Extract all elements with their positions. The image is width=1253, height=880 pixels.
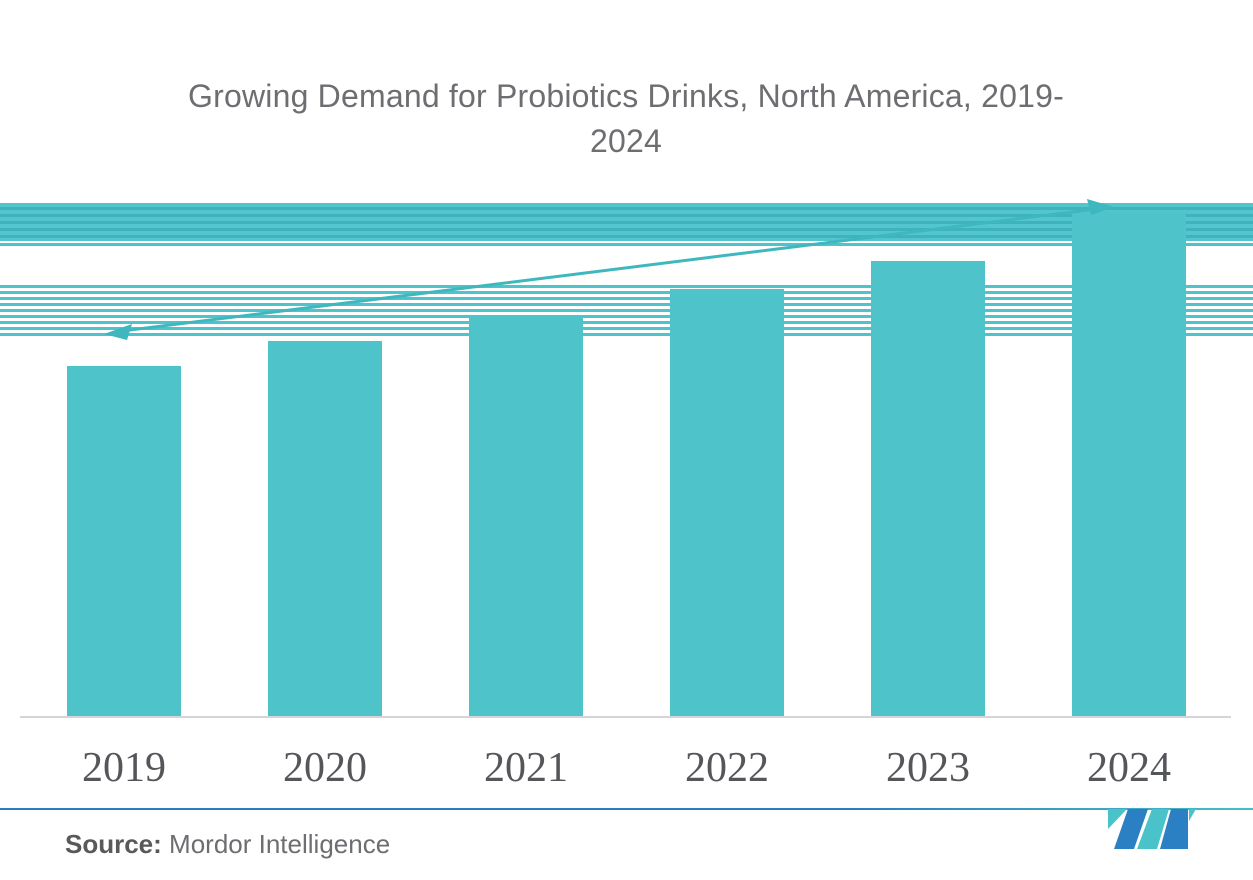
mordor-intelligence-logo [1108, 809, 1196, 849]
year-label-2022: 2022 [685, 745, 769, 791]
teal-thin-stripe [0, 243, 1253, 246]
bar-2023 [871, 261, 985, 717]
logo-blue-diagonal [1114, 809, 1148, 849]
bar-2022 [670, 289, 784, 717]
source-text: Source: Mordor Intelligence [65, 829, 390, 860]
bar-2024 [1072, 212, 1186, 717]
chart-title: Growing Demand for Probiotics Drinks, No… [126, 74, 1126, 164]
footer-divider-line [0, 808, 1253, 810]
chart-title-line-1: Growing Demand for Probiotics Drinks, No… [188, 78, 1064, 114]
year-label-2019: 2019 [82, 745, 166, 791]
year-label-2024: 2024 [1087, 745, 1171, 791]
x-axis-line [20, 716, 1231, 718]
logo-blue-bar [1160, 809, 1188, 849]
source-value: Mordor Intelligence [169, 829, 391, 859]
bar-2021 [469, 317, 583, 717]
year-label-2020: 2020 [283, 745, 367, 791]
teal-band-stripe [0, 203, 1253, 241]
chart-title-line-2: 2024 [590, 123, 662, 159]
teal-stripe-group [0, 285, 1253, 336]
source-label: Source: [65, 829, 162, 859]
logo-teal-triangle-left [1108, 809, 1127, 829]
bar-2020 [268, 341, 382, 717]
logo-teal-diagonal [1137, 809, 1169, 849]
bar-2019 [67, 366, 181, 717]
year-label-2023: 2023 [886, 745, 970, 791]
logo-teal-triangle-right [1189, 809, 1196, 821]
year-label-2021: 2021 [484, 745, 568, 791]
